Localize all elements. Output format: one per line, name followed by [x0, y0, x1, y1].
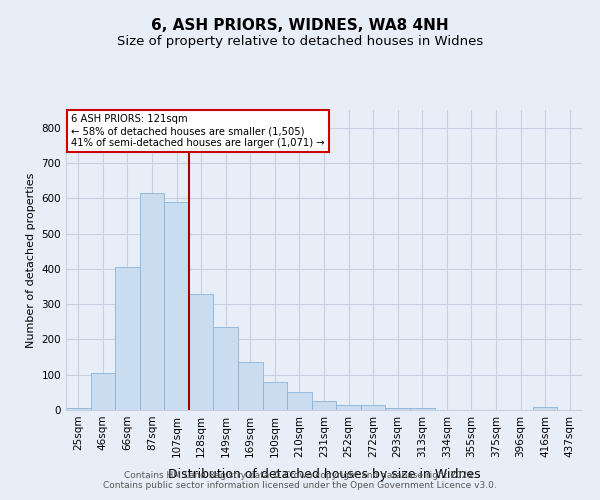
Bar: [410, 408, 434, 410]
Bar: [164, 202, 189, 410]
Bar: [533, 407, 557, 410]
X-axis label: Distribution of detached houses by size in Widnes: Distribution of detached houses by size …: [167, 468, 481, 481]
Bar: [214, 327, 238, 410]
Text: Size of property relative to detached houses in Widnes: Size of property relative to detached ho…: [117, 35, 483, 48]
Bar: [189, 294, 214, 410]
Bar: [115, 267, 140, 410]
Text: Contains HM Land Registry data © Crown copyright and database right 2024.
Contai: Contains HM Land Registry data © Crown c…: [103, 470, 497, 490]
Bar: [287, 392, 312, 410]
Bar: [66, 408, 91, 410]
Text: 6 ASH PRIORS: 121sqm
← 58% of detached houses are smaller (1,505)
41% of semi-de: 6 ASH PRIORS: 121sqm ← 58% of detached h…: [71, 114, 325, 148]
Bar: [336, 404, 361, 410]
Bar: [238, 362, 263, 410]
Text: 6, ASH PRIORS, WIDNES, WA8 4NH: 6, ASH PRIORS, WIDNES, WA8 4NH: [151, 18, 449, 32]
Bar: [385, 408, 410, 410]
Bar: [140, 193, 164, 410]
Bar: [91, 373, 115, 410]
Bar: [263, 382, 287, 410]
Bar: [312, 401, 336, 410]
Y-axis label: Number of detached properties: Number of detached properties: [26, 172, 36, 348]
Bar: [361, 404, 385, 410]
